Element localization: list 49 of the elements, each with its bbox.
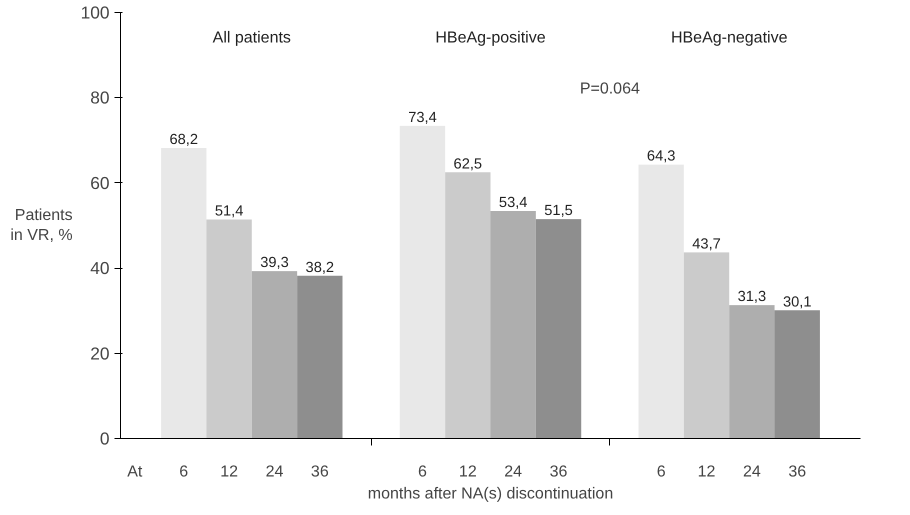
x-tick-label: All patients [212,30,291,47]
data-label: 39,3 [260,255,289,272]
x-tick-label: HBeAg-positive [435,30,546,47]
bar [206,220,252,438]
bar [684,252,730,438]
text: 6 [418,464,427,480]
bar [297,276,342,438]
x-tick-label: HBeAg-negative [670,30,788,47]
text: 36 [550,464,568,480]
series-label: 12 [220,464,238,480]
bar [536,219,582,438]
data-label: 73,4 [408,110,437,126]
x-axis-title: months after NA(s) discontinuation [368,486,614,502]
bar [638,164,684,438]
y-tick-label: 60 [90,172,110,193]
text: 6 [656,464,666,480]
text: 24 [742,464,761,480]
data-label: 64,3 [646,148,676,165]
data-label: 68,2 [169,132,198,148]
data-label: 43,7 [692,236,721,252]
y-tick-label: 40 [90,258,110,278]
text: 24 [504,464,522,480]
bar [252,271,298,438]
data-label: 38,2 [306,260,334,276]
y-tick-label: 20 [90,343,110,364]
bar [400,126,446,438]
data-label: 62,5 [454,156,482,172]
series-label: 36 [310,464,329,480]
bar [161,148,206,438]
text: At [127,464,143,480]
data-label: 30,1 [782,294,812,310]
annotation: P=0.064 [580,80,640,98]
data-label: 51,5 [544,203,573,220]
y-axis-title: Patients in VR, % [10,206,73,244]
series-label: 6 [179,464,188,480]
text: 12 [698,464,716,480]
text: 36 [788,464,806,480]
text: 12 [458,464,477,480]
data-label: 31,3 [738,289,766,306]
series-label: 24 [266,464,284,480]
bar [729,305,775,438]
data-label: 51,4 [214,204,244,220]
y-tick-label: 100 [80,2,110,22]
y-tick-label: 80 [90,88,110,108]
bar [774,310,820,438]
y-tick-label: 0 [100,428,110,448]
bar [490,211,536,438]
data-label: 53,4 [498,195,528,212]
bar [445,172,490,438]
